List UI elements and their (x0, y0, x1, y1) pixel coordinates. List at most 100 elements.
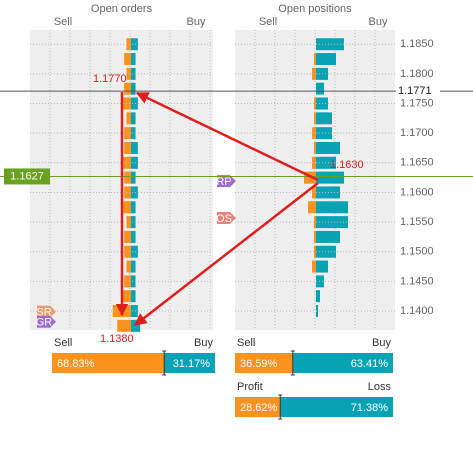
bar (316, 141, 340, 154)
bar (131, 38, 138, 51)
meter-left (235, 397, 281, 417)
bar (131, 201, 136, 214)
bar (316, 260, 328, 273)
y-tick-label: 1.1750 (400, 97, 434, 109)
panel-title: Open orders (91, 3, 153, 15)
bar (314, 141, 316, 154)
bar (124, 186, 131, 199)
meter-left-value: 28.62% (240, 402, 278, 414)
bar (316, 230, 340, 243)
y-tick-label: 1.1400 (400, 305, 434, 317)
bar (314, 245, 316, 258)
meter-right-value: 31.17% (173, 358, 211, 370)
bar (131, 53, 136, 66)
arrow (134, 182, 319, 326)
marker-badge (37, 315, 56, 328)
bar (316, 82, 324, 95)
y-tick-label: 1.1700 (400, 127, 434, 139)
bar (131, 216, 136, 229)
bar (316, 53, 336, 66)
bar (312, 260, 316, 273)
y-tick-label: 1.1450 (400, 275, 434, 287)
meter-right-value: 71.38% (351, 402, 389, 414)
meter-left (235, 353, 293, 373)
bar (131, 275, 136, 288)
meter-handle (162, 350, 167, 376)
bar (316, 127, 332, 140)
marker-badge (37, 305, 56, 318)
bar (314, 112, 316, 125)
bar (314, 216, 316, 229)
bar (316, 38, 344, 51)
price-box (4, 168, 50, 185)
bar (126, 216, 131, 229)
bar (126, 67, 131, 80)
bar (124, 171, 131, 184)
bar (131, 156, 138, 169)
legend-buy: Buy (369, 16, 388, 28)
bar (124, 275, 131, 288)
meter-right-label: Buy (194, 337, 213, 349)
legend-sell: Sell (259, 16, 277, 28)
arrow (135, 91, 319, 182)
bar (131, 171, 136, 184)
meter-right-label: Loss (368, 381, 392, 393)
bar (124, 230, 131, 243)
bar (117, 319, 131, 332)
bar (124, 53, 131, 66)
meter-left-label: Profit (237, 381, 263, 393)
marker-badge (217, 211, 236, 224)
bar (126, 112, 131, 125)
bar (126, 38, 131, 51)
bar (131, 319, 141, 332)
bar (316, 201, 348, 214)
meter-handle (278, 394, 283, 420)
meter-right (164, 353, 215, 373)
marker-label: OS (216, 213, 232, 225)
bar (316, 112, 332, 125)
current-price: 1.1771 (398, 85, 432, 97)
price-box (396, 83, 440, 99)
legend-sell: Sell (54, 16, 72, 28)
bar (131, 290, 136, 303)
bar (131, 67, 136, 80)
bar (131, 112, 136, 125)
y-tick-label: 1.1500 (400, 246, 434, 258)
meter-right (280, 397, 393, 417)
meter-left-value: 36.59% (240, 358, 278, 370)
bar (131, 141, 138, 154)
meter-handle (290, 350, 295, 376)
y-tick-label: 1.1650 (400, 157, 434, 169)
marker-label: SR (36, 307, 51, 319)
annotation: 1.1630 (330, 159, 364, 171)
bar (131, 305, 138, 318)
bar (131, 186, 138, 199)
bar (314, 230, 316, 243)
bar (131, 127, 136, 140)
y-tick-label: 1.1600 (400, 186, 434, 198)
bar (314, 97, 316, 110)
meter-left-label: Sell (54, 337, 72, 349)
y-tick-label: 1.1800 (400, 68, 434, 80)
legend-buy: Buy (187, 16, 206, 28)
meter-right (292, 353, 393, 373)
bar (121, 201, 131, 214)
meter-left-label: Sell (237, 337, 255, 349)
bar (131, 260, 136, 273)
bar (124, 245, 131, 258)
meter-left-value: 68.83% (57, 358, 95, 370)
bar (308, 201, 316, 214)
bar (316, 171, 344, 184)
bar (131, 245, 138, 258)
meter-left (52, 353, 165, 373)
meter-right-label: Buy (372, 337, 391, 349)
annotation: 1.1380 (100, 333, 134, 345)
annotation: 1.1770 (93, 73, 127, 85)
bar (124, 127, 131, 140)
bar (124, 141, 131, 154)
panel-title: Open positions (278, 3, 352, 15)
bar (314, 53, 316, 66)
ref-price: 1.1627 (10, 170, 44, 182)
bar (131, 97, 138, 110)
